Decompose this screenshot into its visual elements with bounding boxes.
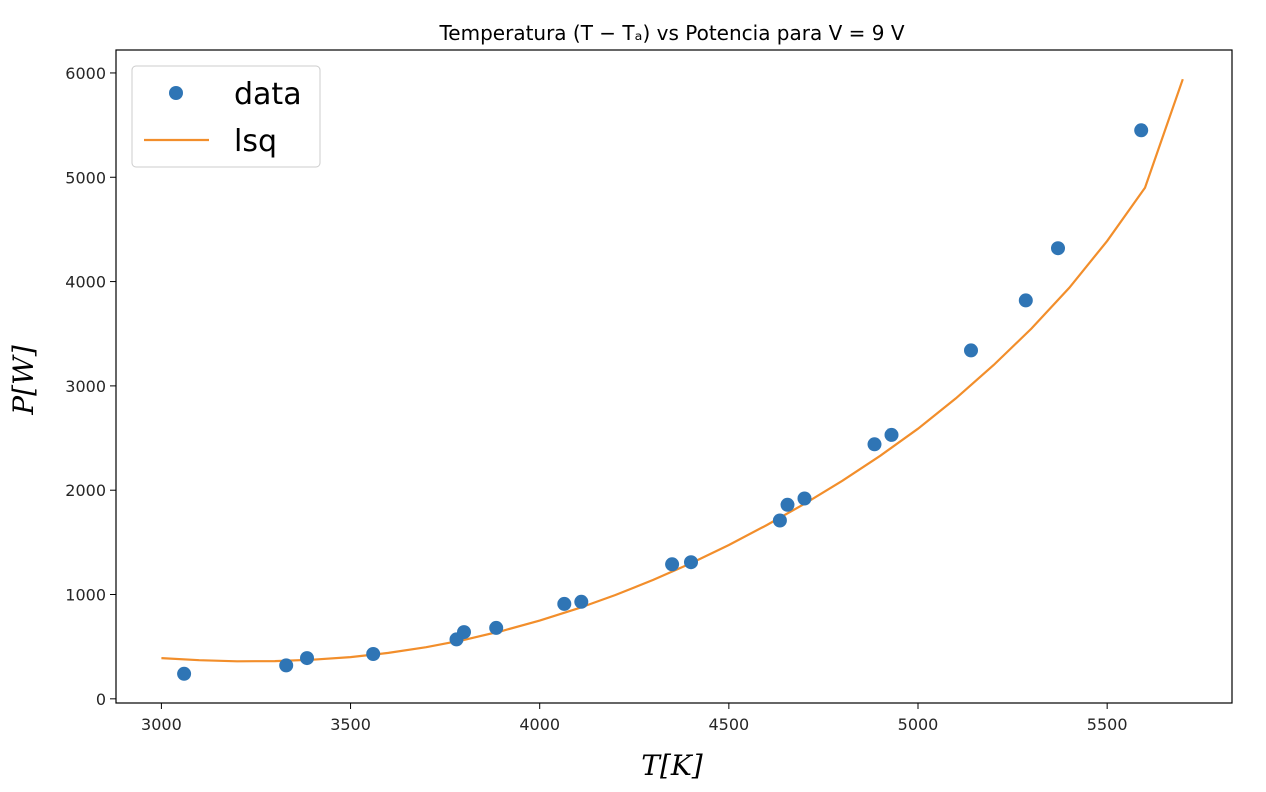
y-tick-label: 3000 [65, 377, 106, 396]
data-point [1051, 241, 1065, 256]
y-tick-label: 1000 [65, 586, 106, 605]
data-point [1134, 123, 1149, 138]
data-point [489, 620, 504, 635]
y-axis-label: P[W] [7, 345, 40, 416]
data-point [772, 513, 787, 528]
x-tick-label: 4500 [708, 715, 749, 734]
x-tick-label: 3500 [330, 715, 371, 734]
x-tick-label: 5500 [1087, 715, 1128, 734]
legend: data lsq [131, 65, 321, 168]
y-tick-label: 0 [96, 690, 106, 709]
data-points [177, 123, 1149, 681]
data-point [665, 557, 680, 572]
y-tick-label: 5000 [65, 168, 106, 187]
data-point [1018, 293, 1033, 308]
x-axis-label: T[K] [641, 749, 703, 782]
legend-data-label: data [234, 77, 302, 112]
x-tick-label: 3000 [141, 715, 182, 734]
data-point [177, 666, 192, 681]
data-point [457, 625, 471, 640]
x-tick-label: 5000 [898, 715, 939, 734]
data-point [279, 658, 294, 673]
x-axis-ticks: 3000 3500 4000 4500 5000 5500 [141, 703, 1128, 734]
data-point [780, 497, 795, 512]
chart-title: Temperatura (T − Tₐ) vs Potencia para V … [438, 21, 904, 45]
y-tick-label: 4000 [65, 273, 106, 292]
y-tick-label: 2000 [65, 481, 106, 500]
legend-lsq-label: lsq [234, 124, 277, 159]
data-point [884, 427, 899, 442]
x-tick-label: 4000 [519, 715, 560, 734]
lsq-fit-line [161, 78, 1184, 663]
y-tick-label: 6000 [65, 64, 106, 83]
data-point [797, 491, 812, 506]
data-point [964, 343, 978, 358]
data-point [366, 647, 381, 661]
legend-data-marker [169, 86, 183, 100]
data-point [684, 555, 698, 570]
data-point [867, 437, 882, 452]
data-point [574, 594, 589, 609]
y-axis-ticks: 0 1000 2000 3000 4000 5000 6000 [65, 64, 116, 709]
data-point [300, 651, 314, 666]
data-point [557, 596, 572, 611]
